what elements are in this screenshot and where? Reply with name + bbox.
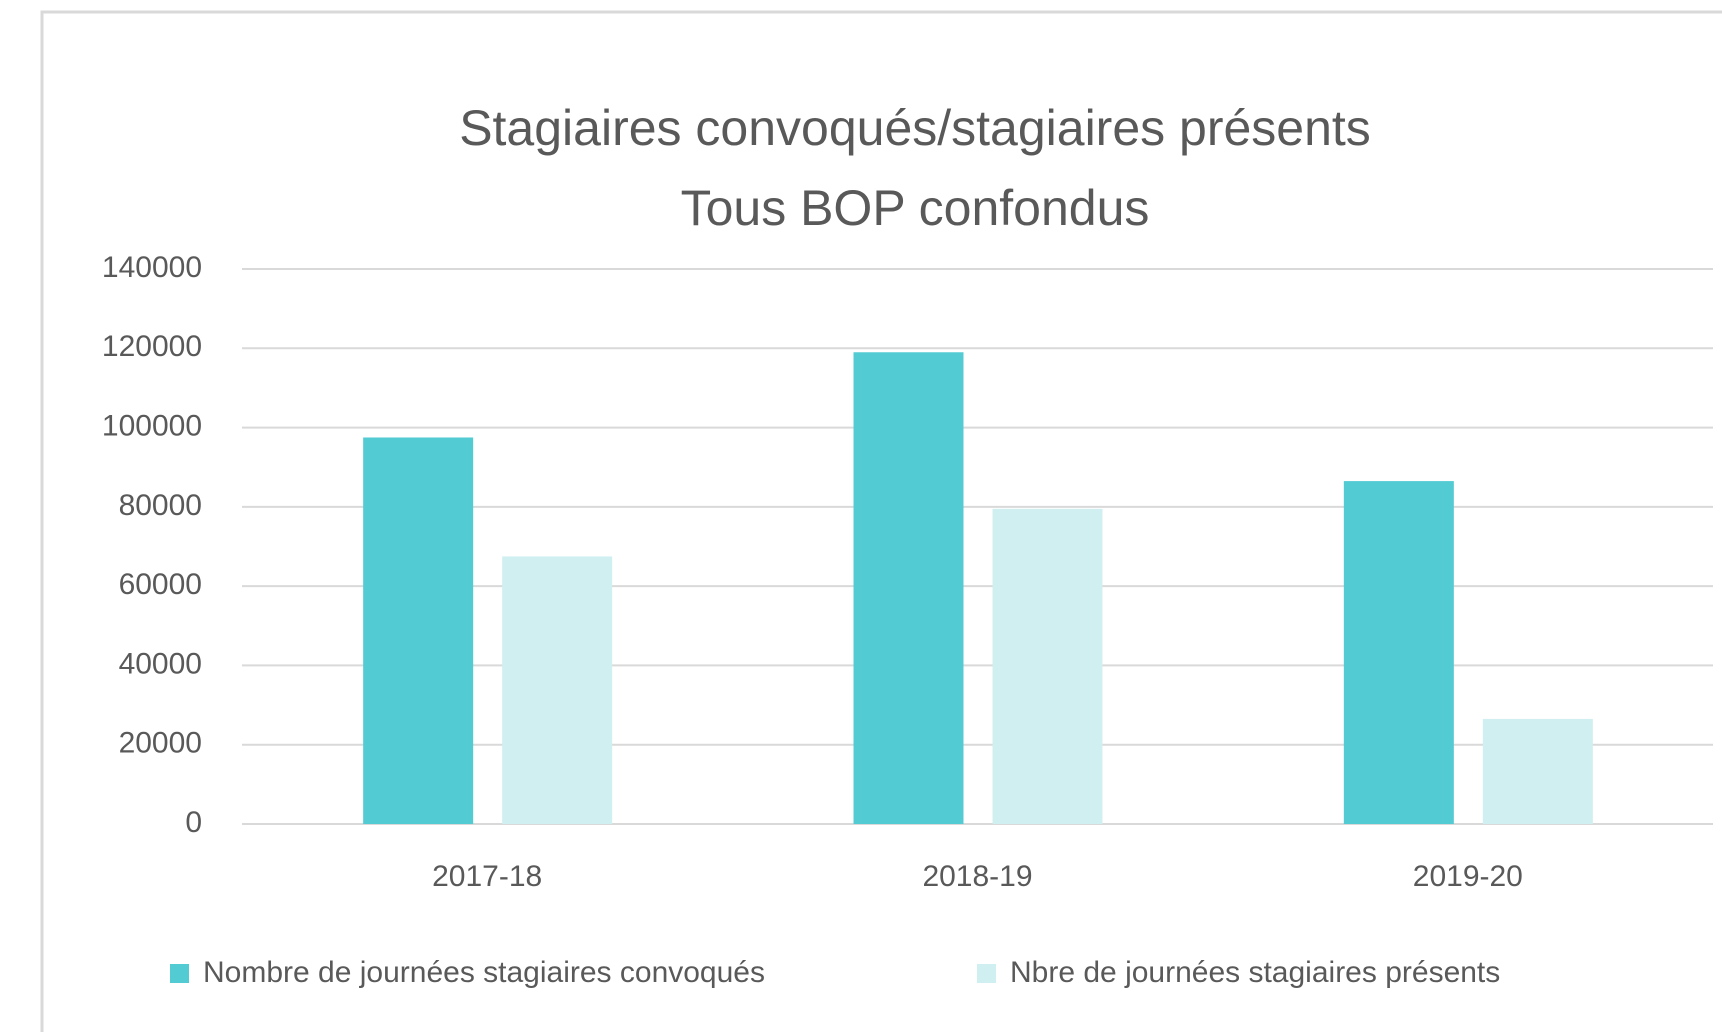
y-tick-label: 60000 [119, 568, 202, 601]
bar [853, 352, 964, 824]
y-tick-label: 80000 [119, 489, 202, 522]
legend-swatch [977, 964, 996, 983]
y-tick-label: 20000 [119, 727, 202, 760]
bar [1482, 718, 1593, 824]
chart-title: Stagiaires convoqués/stagiaires présents [459, 100, 1371, 156]
bar [502, 556, 613, 824]
x-tick-label: 2018-19 [922, 860, 1032, 893]
y-tick-label: 40000 [119, 647, 202, 680]
y-tick-label: 100000 [102, 409, 202, 442]
legend-label: Nbre de journées stagiaires présents [1010, 956, 1500, 989]
y-tick-label: 140000 [102, 251, 202, 284]
legend-label: Nombre de journées stagiaires convoqués [203, 956, 765, 989]
legend-swatch [170, 964, 189, 983]
bar [1343, 481, 1454, 824]
x-tick-label: 2019-20 [1413, 860, 1523, 893]
y-tick-label: 120000 [102, 330, 202, 363]
y-tick-label: 0 [185, 806, 202, 839]
bar [992, 508, 1103, 824]
x-tick-label: 2017-18 [432, 860, 542, 893]
bar [363, 437, 474, 824]
chart-subtitle: Tous BOP confondus [681, 180, 1150, 236]
